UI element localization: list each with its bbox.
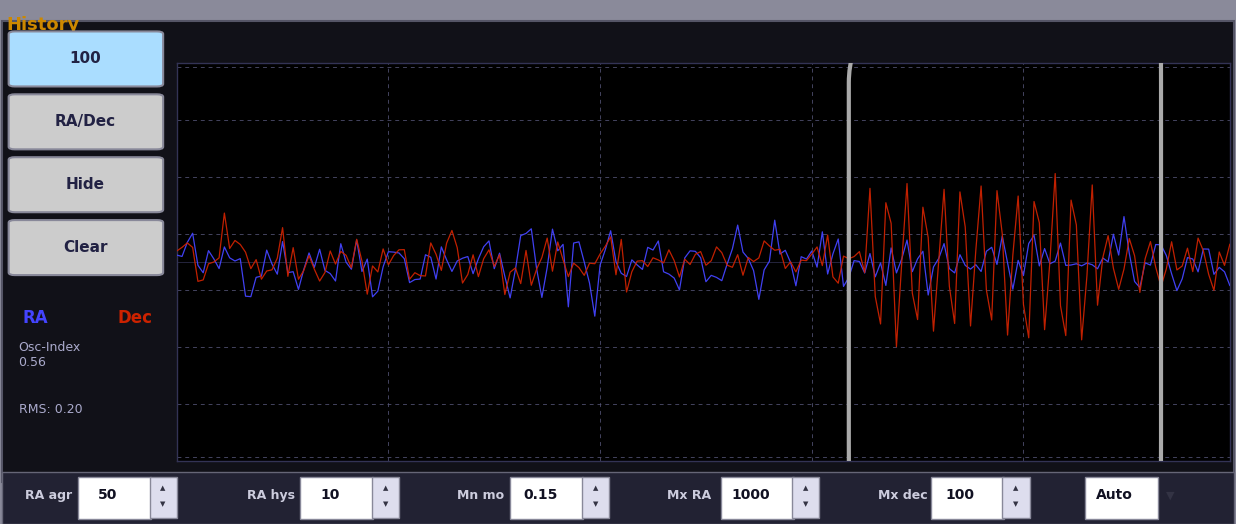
FancyBboxPatch shape	[510, 477, 583, 519]
Text: 50: 50	[98, 488, 117, 502]
Text: RMS: 0.20: RMS: 0.20	[19, 403, 82, 417]
FancyBboxPatch shape	[931, 477, 1004, 519]
Text: Mn mo: Mn mo	[457, 489, 504, 501]
FancyBboxPatch shape	[792, 477, 819, 518]
Text: RA hys: RA hys	[247, 489, 295, 501]
Text: RA/Dec: RA/Dec	[54, 114, 116, 129]
Text: Hide: Hide	[66, 177, 105, 192]
Text: History: History	[6, 16, 79, 34]
Text: ▲: ▲	[383, 485, 388, 492]
Text: 100: 100	[69, 51, 101, 66]
FancyBboxPatch shape	[4, 26, 171, 477]
Text: ▲: ▲	[803, 485, 808, 492]
Text: 10: 10	[320, 488, 340, 502]
Text: Clear: Clear	[63, 240, 108, 255]
Text: 0.15: 0.15	[523, 488, 557, 502]
Text: RA agr: RA agr	[25, 489, 72, 501]
Text: ▲: ▲	[161, 485, 166, 492]
FancyBboxPatch shape	[78, 477, 151, 519]
Text: ▲: ▲	[1014, 485, 1018, 492]
Text: ▼: ▼	[803, 501, 808, 507]
Text: ▼: ▼	[593, 501, 598, 507]
FancyBboxPatch shape	[582, 477, 609, 518]
Text: ▼: ▼	[1014, 501, 1018, 507]
FancyBboxPatch shape	[721, 477, 794, 519]
Text: 1000: 1000	[730, 488, 770, 502]
Text: Dec: Dec	[117, 309, 152, 327]
Text: Mx dec: Mx dec	[878, 489, 927, 501]
Text: Mx RA: Mx RA	[667, 489, 712, 501]
Text: Auto: Auto	[1096, 488, 1133, 502]
FancyBboxPatch shape	[9, 31, 163, 86]
FancyBboxPatch shape	[1002, 477, 1030, 518]
FancyBboxPatch shape	[9, 94, 163, 149]
Text: ▼: ▼	[161, 501, 166, 507]
FancyBboxPatch shape	[372, 477, 399, 518]
Text: ▼: ▼	[1167, 490, 1174, 500]
FancyBboxPatch shape	[1085, 477, 1158, 519]
Text: Osc-Index
0.56: Osc-Index 0.56	[19, 341, 80, 368]
Text: RA: RA	[22, 309, 48, 327]
FancyBboxPatch shape	[2, 21, 1234, 482]
FancyBboxPatch shape	[300, 477, 373, 519]
Text: ▲: ▲	[593, 485, 598, 492]
FancyBboxPatch shape	[2, 472, 1234, 524]
FancyBboxPatch shape	[9, 157, 163, 212]
Text: 100: 100	[946, 488, 975, 502]
FancyBboxPatch shape	[9, 220, 163, 275]
FancyBboxPatch shape	[150, 477, 177, 518]
Text: ▼: ▼	[383, 501, 388, 507]
